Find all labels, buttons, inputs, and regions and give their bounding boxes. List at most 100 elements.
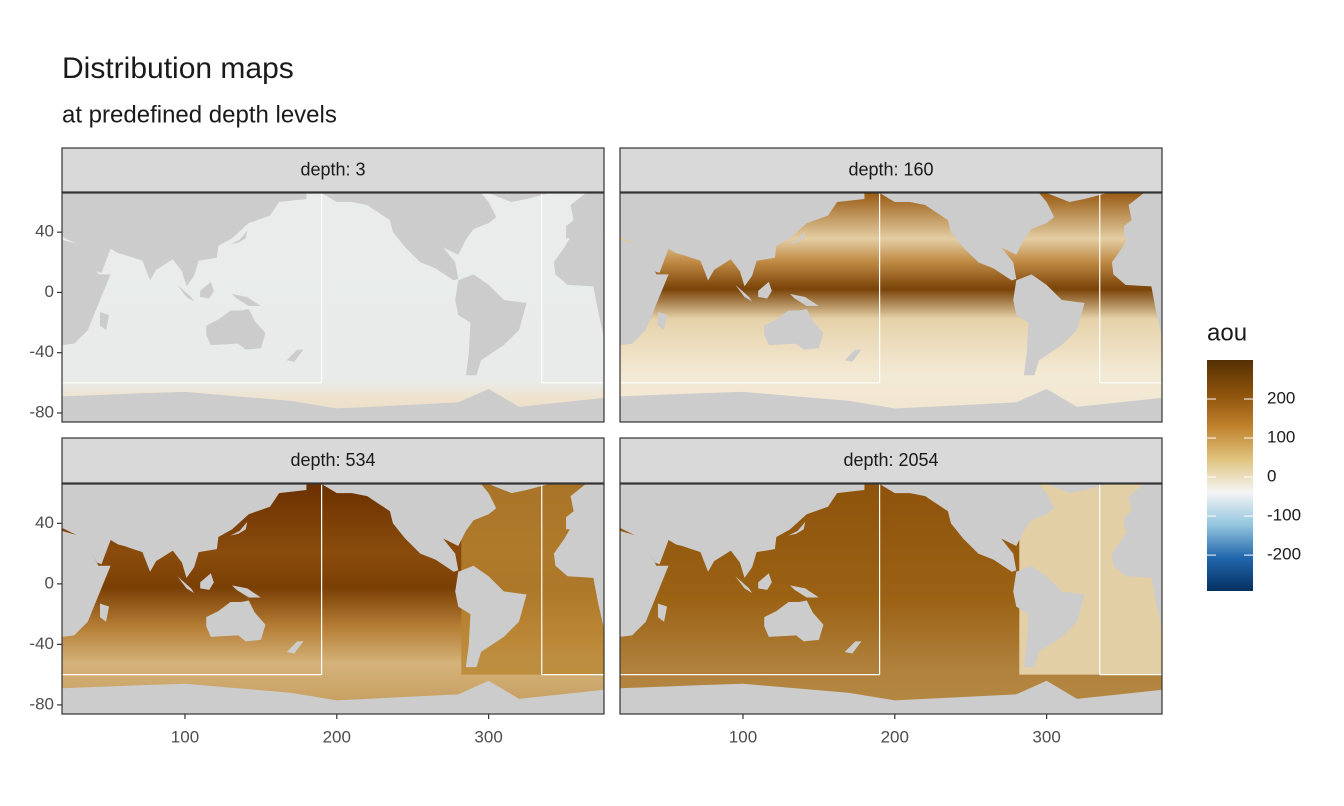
land <box>99 312 110 331</box>
land <box>62 388 604 422</box>
x-tick-label: 100 <box>171 727 199 746</box>
land <box>230 521 248 536</box>
land <box>62 680 604 714</box>
land <box>1124 193 1162 239</box>
land <box>286 349 304 362</box>
land <box>620 484 865 578</box>
land <box>620 530 669 637</box>
land <box>62 530 111 637</box>
land <box>1124 484 1162 530</box>
land <box>553 527 604 630</box>
land <box>553 236 604 338</box>
legend-tick-label: 200 <box>1267 389 1295 408</box>
land <box>1111 236 1162 338</box>
legend-tick-label: -100 <box>1267 506 1301 525</box>
map-panel <box>620 193 1162 422</box>
land <box>844 641 862 654</box>
land <box>62 484 307 578</box>
land <box>200 573 214 590</box>
land <box>455 565 527 668</box>
land <box>735 576 753 593</box>
land <box>620 193 865 287</box>
land <box>177 284 195 302</box>
x-tick-label: 300 <box>474 727 502 746</box>
land <box>1013 274 1085 376</box>
land <box>488 193 550 203</box>
land <box>566 193 604 239</box>
facet-label: depth: 3 <box>300 159 365 179</box>
x-tick-label: 200 <box>323 727 351 746</box>
land <box>879 484 1055 572</box>
y-tick-label: -80 <box>29 402 54 421</box>
land <box>206 600 266 642</box>
panel-border <box>61 192 605 423</box>
land <box>455 274 527 376</box>
chart-subtitle: at predefined depth levels <box>62 101 337 128</box>
land <box>62 193 307 287</box>
map-panel <box>62 484 604 714</box>
land <box>566 484 604 530</box>
land <box>657 603 668 622</box>
y-tick-label: -40 <box>29 634 54 653</box>
land <box>790 293 819 306</box>
legend-tick-label: 0 <box>1267 467 1276 486</box>
legend-tick-label: -200 <box>1267 545 1301 564</box>
facet-strip <box>619 437 1163 484</box>
y-tick-label: 40 <box>35 513 54 532</box>
facet-strip <box>619 147 1163 193</box>
facet-label: depth: 534 <box>290 450 375 470</box>
land <box>286 641 304 654</box>
land <box>764 309 824 350</box>
panel-border <box>619 192 1163 423</box>
facet-label: depth: 160 <box>848 159 933 179</box>
land <box>620 680 1162 714</box>
map-panel <box>620 484 1162 714</box>
y-tick-label: -40 <box>29 342 54 361</box>
x-tick-label: 100 <box>729 727 757 746</box>
land <box>200 281 214 299</box>
x-tick-label: 200 <box>881 727 909 746</box>
facet-strip <box>61 437 605 484</box>
land <box>788 521 806 536</box>
y-tick-label: -80 <box>29 694 54 713</box>
colorbar <box>1207 360 1253 591</box>
y-tick-label: 0 <box>45 573 54 592</box>
land <box>177 576 195 593</box>
land <box>99 603 110 622</box>
land <box>1111 527 1162 630</box>
land <box>206 309 266 350</box>
land <box>1013 565 1085 668</box>
land <box>321 484 497 572</box>
map-panel <box>62 193 604 422</box>
facet-strip <box>61 147 605 193</box>
land <box>758 573 772 590</box>
land <box>230 230 248 245</box>
land <box>758 281 772 299</box>
land <box>1046 193 1108 203</box>
land <box>788 230 806 245</box>
land <box>844 349 862 362</box>
land <box>1046 484 1108 494</box>
y-tick-label: 40 <box>35 222 54 241</box>
land <box>790 585 819 598</box>
land <box>657 312 668 331</box>
land <box>62 239 111 346</box>
legend-tick-label: 100 <box>1267 428 1295 447</box>
legend-title: aou <box>1207 319 1247 346</box>
x-tick-label: 300 <box>1032 727 1060 746</box>
facet-label: depth: 2054 <box>843 450 938 470</box>
y-tick-label: 0 <box>45 282 54 301</box>
land <box>764 600 824 642</box>
land <box>488 484 550 494</box>
land <box>321 193 497 281</box>
land <box>620 239 669 346</box>
land <box>232 585 261 598</box>
chart-title: Distribution maps <box>62 52 294 85</box>
land <box>735 284 753 302</box>
land <box>232 293 261 306</box>
land <box>879 193 1055 281</box>
land <box>620 388 1162 422</box>
panel-border <box>619 483 1163 715</box>
panel-border <box>61 483 605 715</box>
